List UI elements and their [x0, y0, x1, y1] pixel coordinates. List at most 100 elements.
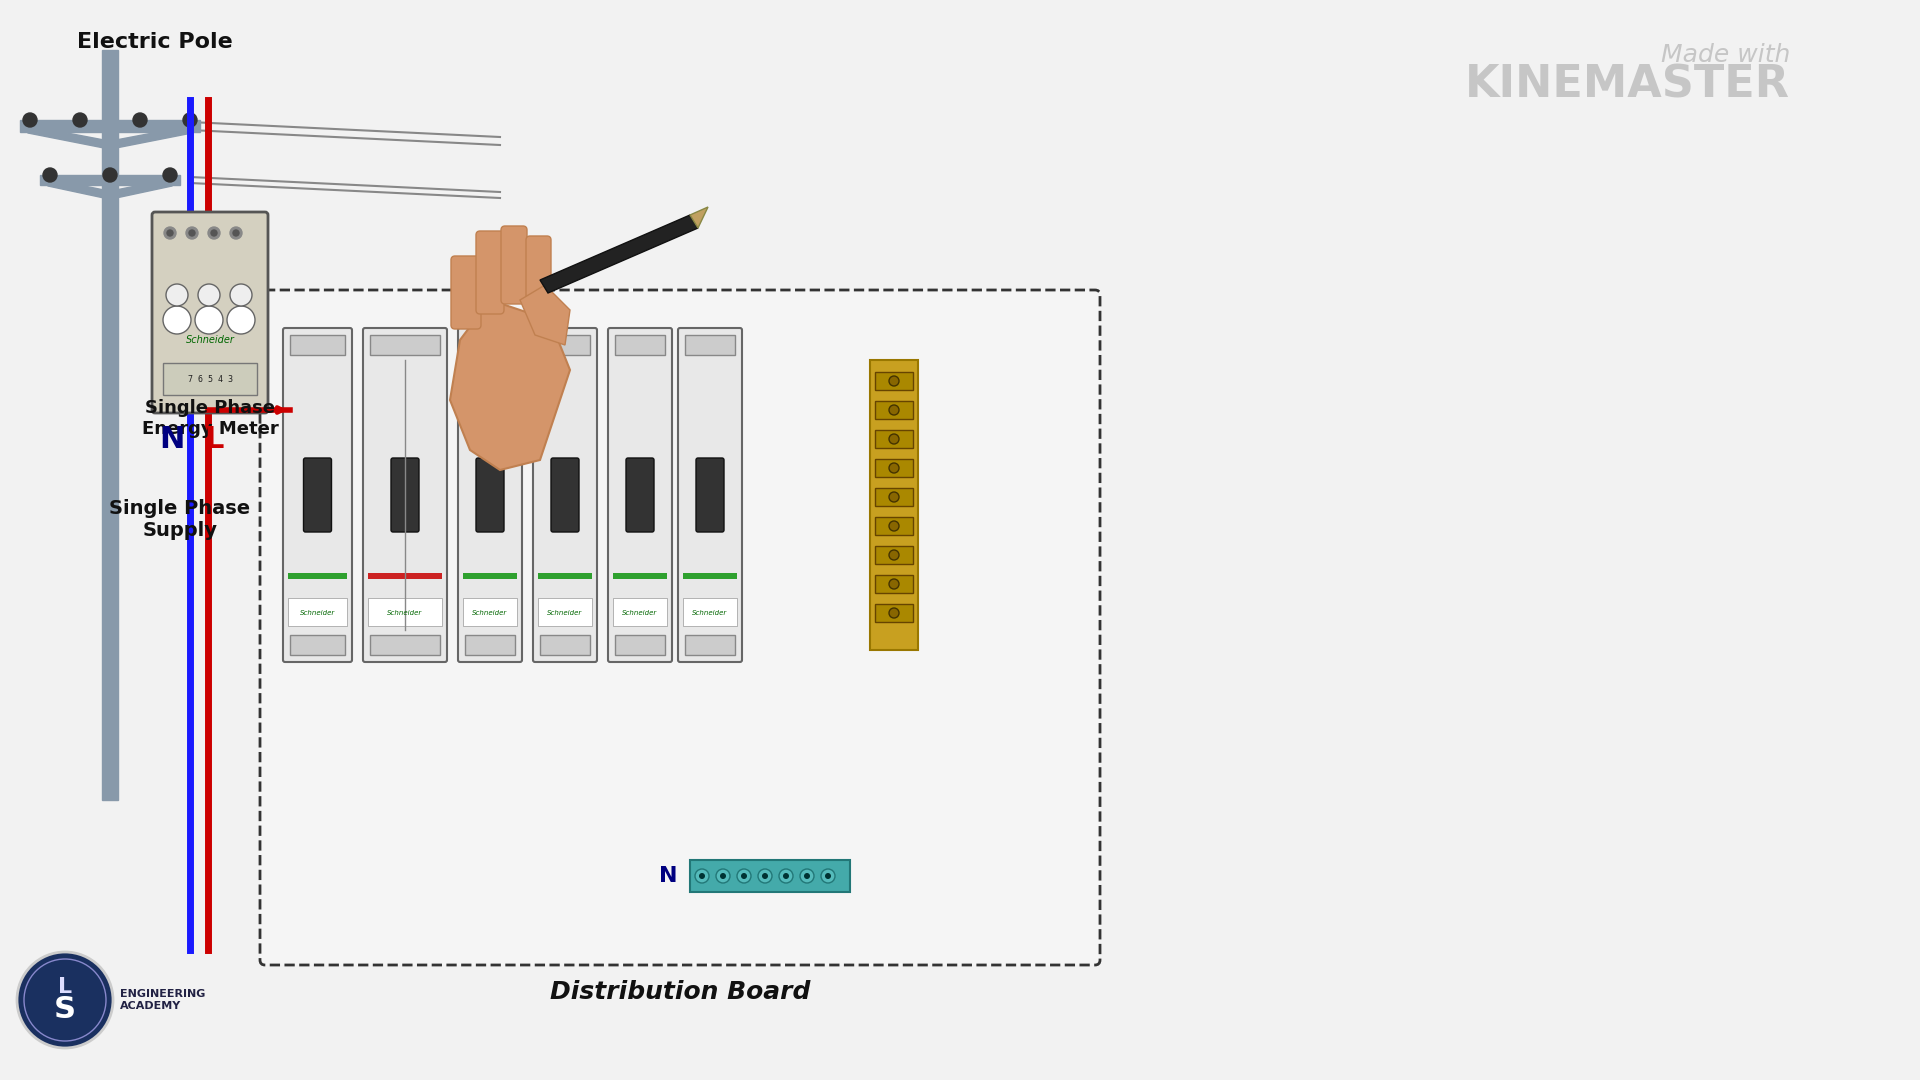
Text: Schneider: Schneider: [300, 610, 336, 616]
FancyBboxPatch shape: [363, 328, 447, 662]
Bar: [465, 635, 515, 654]
Circle shape: [889, 579, 899, 589]
Text: L: L: [204, 426, 225, 455]
Bar: [290, 335, 346, 355]
Text: Schneider: Schneider: [472, 610, 507, 616]
Circle shape: [783, 873, 789, 879]
Circle shape: [737, 869, 751, 883]
Bar: [876, 575, 914, 593]
Text: Single Phase
Energy Meter: Single Phase Energy Meter: [142, 400, 278, 438]
Circle shape: [889, 376, 899, 386]
Bar: [876, 401, 914, 419]
Text: Schneider: Schneider: [547, 610, 582, 616]
FancyBboxPatch shape: [501, 226, 526, 303]
Text: ENGINEERING
ACADEMY: ENGINEERING ACADEMY: [119, 989, 205, 1011]
FancyBboxPatch shape: [259, 291, 1100, 966]
Bar: [369, 598, 442, 626]
Circle shape: [17, 951, 113, 1048]
Circle shape: [230, 284, 252, 306]
Circle shape: [227, 306, 255, 334]
Bar: [463, 598, 516, 626]
Bar: [876, 372, 914, 390]
Bar: [369, 573, 442, 579]
Polygon shape: [449, 300, 570, 470]
FancyBboxPatch shape: [609, 328, 672, 662]
Polygon shape: [25, 125, 104, 148]
Text: 7 6 5 4 3: 7 6 5 4 3: [188, 375, 232, 383]
Circle shape: [780, 869, 793, 883]
Circle shape: [186, 227, 198, 239]
Bar: [876, 488, 914, 507]
Bar: [612, 598, 666, 626]
Bar: [684, 598, 737, 626]
Bar: [614, 635, 664, 654]
FancyBboxPatch shape: [392, 458, 419, 532]
Text: Distribution Board: Distribution Board: [549, 980, 810, 1004]
Circle shape: [167, 230, 173, 237]
Bar: [163, 363, 257, 395]
Circle shape: [889, 550, 899, 561]
FancyBboxPatch shape: [534, 328, 597, 662]
Circle shape: [720, 873, 726, 879]
Text: N: N: [159, 426, 184, 455]
Circle shape: [104, 168, 117, 183]
Circle shape: [889, 608, 899, 618]
Polygon shape: [115, 178, 175, 198]
Bar: [465, 335, 515, 355]
FancyBboxPatch shape: [152, 212, 269, 413]
Circle shape: [163, 306, 190, 334]
Text: L: L: [58, 977, 73, 997]
Bar: [538, 598, 591, 626]
Circle shape: [182, 113, 198, 127]
Text: S: S: [54, 996, 77, 1025]
Circle shape: [889, 463, 899, 473]
Text: Schneider: Schneider: [186, 335, 234, 345]
Bar: [540, 635, 589, 654]
Circle shape: [822, 869, 835, 883]
Bar: [684, 573, 737, 579]
Circle shape: [23, 113, 36, 127]
Circle shape: [741, 873, 747, 879]
Bar: [288, 573, 348, 579]
Bar: [612, 573, 666, 579]
Circle shape: [804, 873, 810, 879]
FancyBboxPatch shape: [526, 237, 551, 306]
Text: KINEMASTER: KINEMASTER: [1465, 64, 1789, 107]
Bar: [371, 635, 440, 654]
FancyBboxPatch shape: [476, 458, 503, 532]
Circle shape: [889, 405, 899, 415]
Bar: [876, 604, 914, 622]
Circle shape: [232, 230, 238, 237]
FancyBboxPatch shape: [695, 458, 724, 532]
Bar: [540, 335, 589, 355]
Bar: [288, 598, 348, 626]
Circle shape: [889, 492, 899, 502]
Circle shape: [163, 227, 177, 239]
Circle shape: [188, 230, 196, 237]
Circle shape: [699, 873, 705, 879]
FancyBboxPatch shape: [626, 458, 655, 532]
Bar: [371, 335, 440, 355]
Text: Schneider: Schneider: [693, 610, 728, 616]
FancyBboxPatch shape: [459, 328, 522, 662]
Bar: [19, 120, 200, 132]
Circle shape: [889, 434, 899, 444]
Bar: [870, 360, 918, 650]
Circle shape: [196, 306, 223, 334]
Circle shape: [42, 168, 58, 183]
Circle shape: [163, 168, 177, 183]
Circle shape: [207, 227, 221, 239]
Bar: [40, 175, 180, 185]
Circle shape: [230, 227, 242, 239]
Circle shape: [716, 869, 730, 883]
Polygon shape: [115, 125, 196, 148]
Circle shape: [695, 869, 708, 883]
Bar: [463, 573, 516, 579]
FancyBboxPatch shape: [476, 231, 503, 314]
Bar: [876, 546, 914, 564]
Text: Schneider: Schneider: [622, 610, 659, 616]
Text: Electric Pole: Electric Pole: [77, 32, 232, 52]
Text: Single Phase
Supply: Single Phase Supply: [109, 499, 252, 540]
Bar: [290, 635, 346, 654]
Circle shape: [801, 869, 814, 883]
